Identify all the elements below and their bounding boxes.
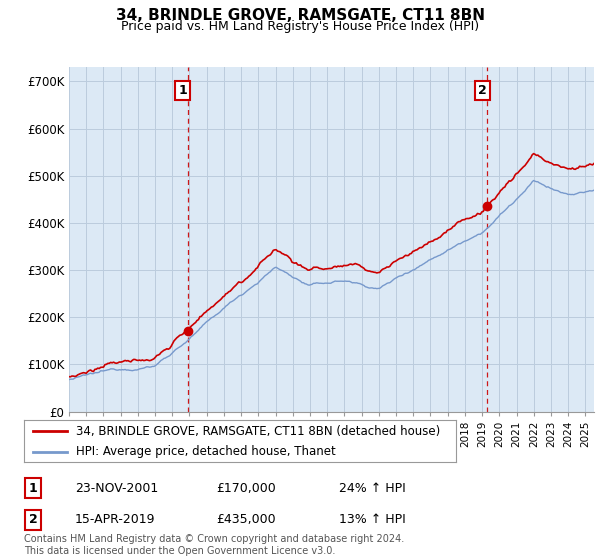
Text: HPI: Average price, detached house, Thanet: HPI: Average price, detached house, Than… (76, 445, 335, 458)
Text: 2: 2 (478, 83, 487, 97)
Text: Price paid vs. HM Land Registry's House Price Index (HPI): Price paid vs. HM Land Registry's House … (121, 20, 479, 32)
Text: 23-NOV-2001: 23-NOV-2001 (75, 482, 158, 495)
Text: £435,000: £435,000 (216, 513, 275, 526)
Text: 34, BRINDLE GROVE, RAMSGATE, CT11 8BN: 34, BRINDLE GROVE, RAMSGATE, CT11 8BN (115, 8, 485, 24)
Text: £170,000: £170,000 (216, 482, 276, 495)
Text: 2: 2 (29, 513, 37, 526)
Text: 13% ↑ HPI: 13% ↑ HPI (339, 513, 406, 526)
Text: 34, BRINDLE GROVE, RAMSGATE, CT11 8BN (detached house): 34, BRINDLE GROVE, RAMSGATE, CT11 8BN (d… (76, 425, 440, 438)
Text: 1: 1 (178, 83, 187, 97)
Text: 24% ↑ HPI: 24% ↑ HPI (339, 482, 406, 495)
Text: 1: 1 (29, 482, 37, 495)
Text: Contains HM Land Registry data © Crown copyright and database right 2024.
This d: Contains HM Land Registry data © Crown c… (24, 534, 404, 556)
Text: 15-APR-2019: 15-APR-2019 (75, 513, 155, 526)
